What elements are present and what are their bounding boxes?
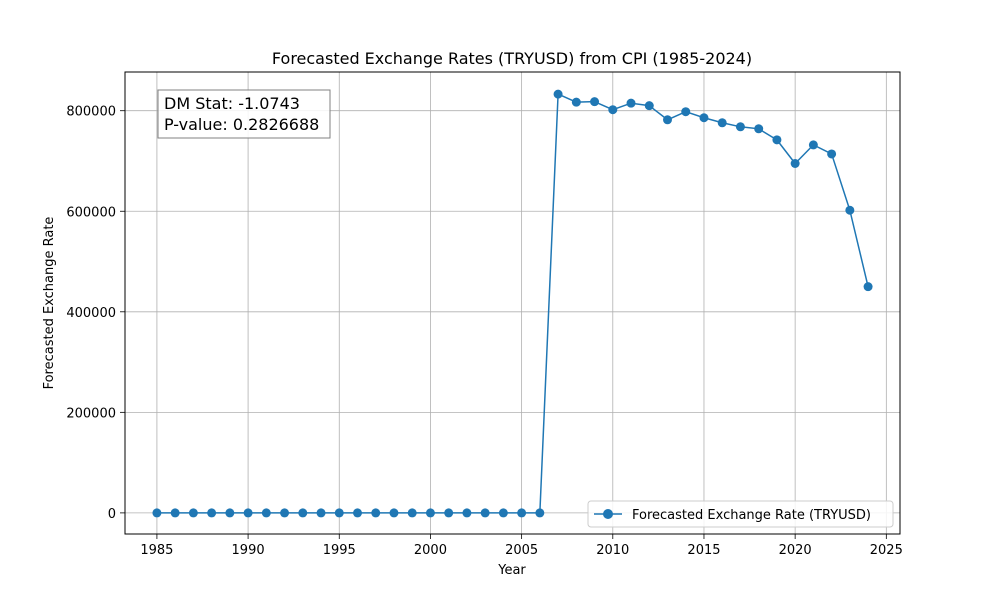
data-point [808,140,818,150]
x-tick-label: 2025 [870,543,903,558]
data-point [353,508,362,518]
data-point [480,508,490,518]
series-line [156,93,869,514]
x-tick-label: 2010 [596,543,629,558]
data-point [644,101,654,111]
data-point [681,107,691,117]
data-point [280,508,290,518]
data-point [425,508,435,518]
chart-title: Forecasted Exchange Rates (TRYUSD) from … [272,49,752,68]
annotation-p-value: P-value: 0.2826688 [164,115,319,134]
data-point [498,508,508,518]
legend-frame [587,500,894,528]
data-point [444,508,454,518]
data-point [717,118,727,128]
data-point [517,508,527,518]
data-point [590,97,600,107]
data-point [699,113,709,123]
data-point [170,508,180,518]
data-point [845,205,855,215]
data-point [389,508,399,518]
data-point [863,282,873,292]
x-tick-label: 1995 [323,543,356,558]
data-point [298,508,308,518]
series-layer [152,89,873,518]
x-tick-label: 2020 [779,543,812,558]
y-axis-label: Forecasted Exchange Rate [42,217,57,390]
data-point [663,115,672,125]
data-point [772,135,782,145]
legend: Forecasted Exchange Rate (TRYUSD) [587,500,894,528]
data-point [535,508,545,518]
data-point [626,98,636,108]
y-tick-label: 800000 [66,105,116,120]
legend-marker-swatch [603,509,613,519]
data-point [334,508,344,518]
data-point [316,508,326,518]
data-point [371,508,381,518]
plot-frame [124,71,901,535]
data-point [243,508,253,518]
data-point [790,158,800,168]
data-point [188,508,198,518]
data-point [261,508,271,518]
x-axis-ticks: 1985 1990 1995 2000 2005 2010 2015 2020 2025 [140,534,903,558]
legend-entry-label: Forecasted Exchange Rate (TRYUSD) [632,508,871,523]
y-axis-ticks: 0 200000 400000 600000 800000 [66,105,125,522]
y-tick-label: 600000 [66,205,116,220]
x-axis-label: Year [497,563,526,578]
annotation-frame [157,89,331,139]
y-tick-label: 0 [108,507,116,522]
data-point [827,149,837,159]
annotation-box: DM Stat: -1.0743 P-value: 0.2826688 [157,89,331,139]
data-point [754,124,764,134]
data-point [152,508,162,518]
data-point [571,97,581,107]
data-point [407,508,417,518]
data-point [735,122,745,132]
data-point [553,89,563,99]
annotation-dm-stat: DM Stat: -1.0743 [164,94,300,113]
y-tick-label: 400000 [66,306,116,321]
x-tick-label: 2015 [687,543,720,558]
x-tick-label: 1985 [140,543,173,558]
data-point [225,508,235,518]
x-tick-label: 1990 [232,543,265,558]
y-tick-label: 200000 [66,406,116,421]
x-tick-label: 2000 [414,543,447,558]
data-point [462,508,472,518]
x-tick-label: 2005 [505,543,538,558]
data-point [207,508,217,518]
data-point [608,105,618,115]
